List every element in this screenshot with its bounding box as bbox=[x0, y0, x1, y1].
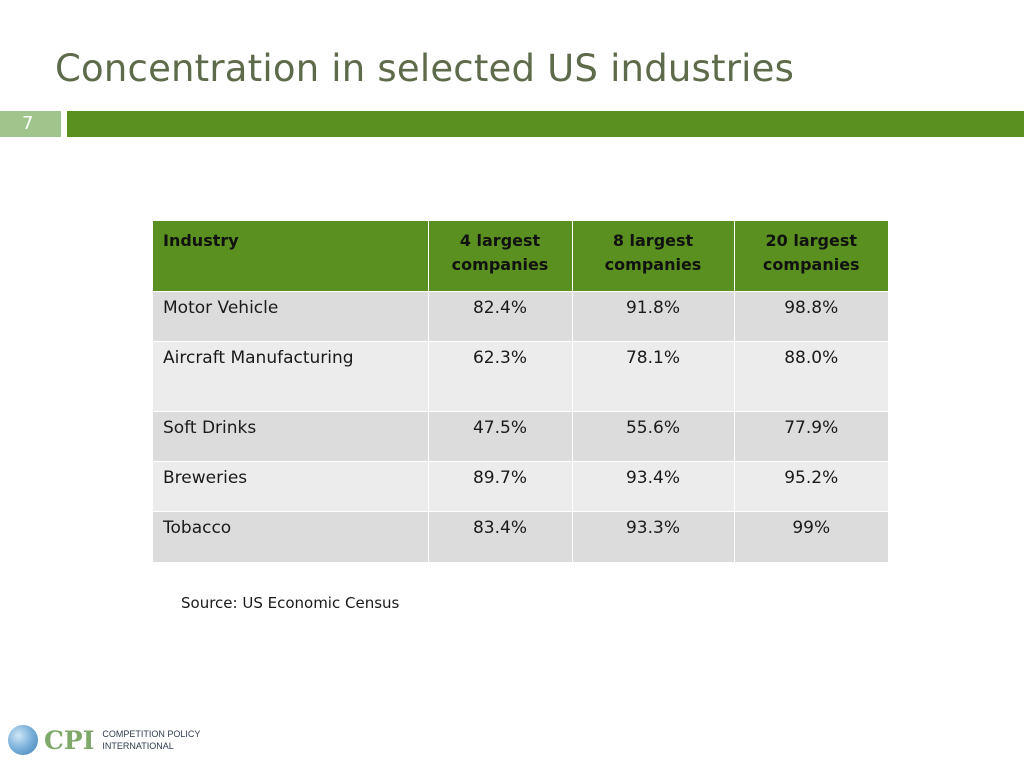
table-row: Soft Drinks 47.5% 55.6% 77.9% bbox=[153, 410, 888, 461]
header-top8: 8 largest companies bbox=[572, 221, 735, 291]
cell-top20: 77.9% bbox=[734, 410, 888, 461]
logo-line-1: Competition Policy bbox=[102, 729, 201, 739]
cell-top8: 91.8% bbox=[572, 290, 735, 341]
cell-industry: Tobacco bbox=[153, 510, 429, 562]
cell-top20: 98.8% bbox=[734, 290, 888, 341]
cell-industry: Breweries bbox=[153, 460, 429, 511]
title-accent-bar bbox=[67, 111, 1024, 137]
header-industry: Industry bbox=[153, 221, 429, 291]
cell-top8: 55.6% bbox=[572, 410, 735, 461]
concentration-table: Industry 4 largest companies 8 largest c… bbox=[153, 221, 888, 562]
cell-top8: 78.1% bbox=[572, 340, 735, 411]
logo-subtitle: Competition Policy International bbox=[102, 728, 200, 752]
cell-industry: Motor Vehicle bbox=[153, 290, 429, 341]
cell-top4: 62.3% bbox=[428, 340, 573, 411]
table-row: Breweries 89.7% 93.4% 95.2% bbox=[153, 460, 888, 511]
source-note: Source: US Economic Census bbox=[181, 594, 400, 612]
cell-top20: 88.0% bbox=[734, 340, 888, 411]
table-row: Motor Vehicle 82.4% 91.8% 98.8% bbox=[153, 290, 888, 341]
cell-top8: 93.4% bbox=[572, 460, 735, 511]
cell-top20: 95.2% bbox=[734, 460, 888, 511]
table-header-row: Industry 4 largest companies 8 largest c… bbox=[153, 221, 888, 291]
cell-top4: 83.4% bbox=[428, 510, 573, 562]
cell-top8: 93.3% bbox=[572, 510, 735, 562]
logo-line-2: International bbox=[102, 741, 174, 751]
table-row: Aircraft Manufacturing 62.3% 78.1% 88.0% bbox=[153, 340, 888, 411]
cpi-logo: CPI Competition Policy International bbox=[8, 719, 200, 761]
slide-number: 7 bbox=[22, 113, 34, 134]
cell-top20: 99% bbox=[734, 510, 888, 562]
globe-icon bbox=[8, 725, 38, 755]
cell-industry: Aircraft Manufacturing bbox=[153, 340, 429, 411]
cell-industry: Soft Drinks bbox=[153, 410, 429, 461]
table-row: Tobacco 83.4% 93.3% 99% bbox=[153, 510, 888, 562]
logo-letters: CPI bbox=[44, 725, 95, 755]
header-top4: 4 largest companies bbox=[428, 221, 573, 291]
slide-number-box: 7 bbox=[0, 111, 61, 137]
cell-top4: 47.5% bbox=[428, 410, 573, 461]
slide-title: Concentration in selected US industries bbox=[55, 47, 795, 90]
cell-top4: 89.7% bbox=[428, 460, 573, 511]
cell-top4: 82.4% bbox=[428, 290, 573, 341]
header-top20: 20 largest companies bbox=[734, 221, 888, 291]
